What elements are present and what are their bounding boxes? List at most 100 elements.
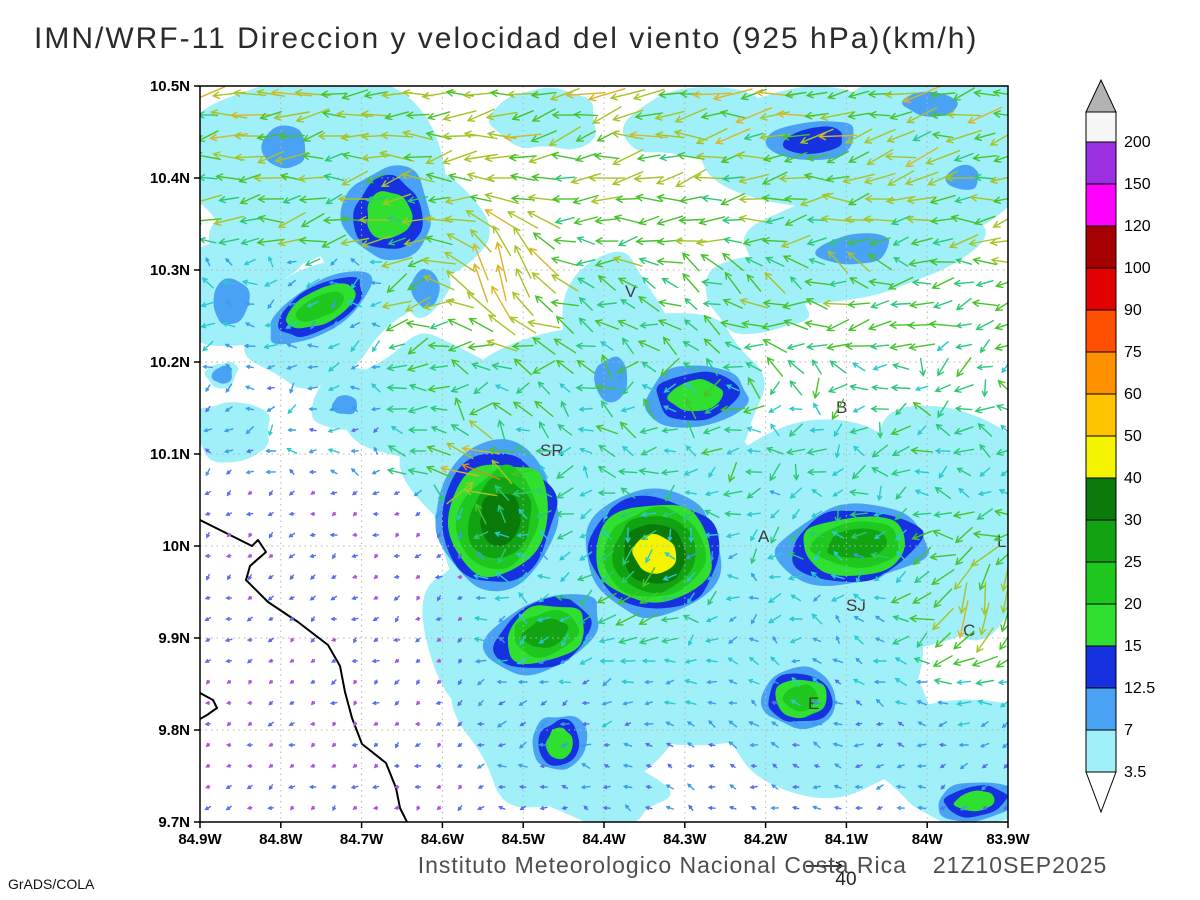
wind-vector — [245, 406, 255, 411]
wind-vector — [601, 720, 612, 728]
wind-vector — [799, 192, 834, 207]
wind-vector — [531, 108, 556, 122]
wind-vector — [657, 299, 682, 307]
wind-vector — [805, 342, 828, 351]
wind-vector — [408, 383, 427, 392]
wind-vector — [341, 170, 369, 186]
wind-vector — [875, 764, 884, 769]
wind-vector — [491, 402, 512, 416]
wind-vector — [495, 263, 507, 302]
wind-vector — [894, 677, 907, 686]
wind-vector — [268, 424, 274, 437]
wind-vector — [812, 637, 822, 643]
wind-vector — [247, 574, 252, 581]
wind-vector — [200, 152, 222, 160]
colorbar-label: 150 — [1124, 176, 1151, 193]
wind-vector — [769, 381, 780, 396]
wind-vector — [205, 637, 211, 642]
wind-vector — [579, 743, 592, 748]
wind-vector — [515, 427, 530, 433]
wind-vector — [897, 721, 904, 727]
wind-vector — [746, 448, 761, 454]
wind-vector — [325, 193, 343, 205]
wind-vector — [999, 700, 1008, 708]
wind-vector — [764, 256, 785, 267]
wind-vector — [446, 233, 474, 249]
wind-vector — [485, 111, 518, 121]
wind-vector — [887, 276, 914, 290]
wind-vector — [811, 488, 823, 497]
wind-vector — [468, 402, 493, 416]
wind-vector — [805, 154, 828, 162]
wind-vector — [682, 273, 700, 293]
wind-vector — [887, 170, 915, 186]
wind-vector — [336, 110, 374, 118]
wind-vector — [205, 384, 211, 393]
wind-vector — [556, 465, 574, 480]
wind-vector — [538, 636, 549, 644]
wind-vector — [853, 616, 864, 622]
wind-vector — [247, 721, 253, 726]
wind-vector — [662, 573, 677, 581]
wind-vector — [290, 637, 295, 643]
wind-vector — [436, 595, 441, 602]
colorbar: 200 150 120 100 90 75 60 50 40 30 25 20 15 12.5 7 3.5 — [1085, 78, 1155, 814]
wind-vector — [871, 444, 888, 458]
colorbar-band — [1085, 141, 1117, 185]
wind-vector — [386, 467, 407, 475]
colorbar-label: 75 — [1124, 344, 1142, 361]
wind-vector — [847, 300, 871, 309]
wind-vector — [684, 490, 697, 495]
wind-vector — [202, 364, 213, 369]
wind-vector — [994, 343, 1008, 351]
wind-vector — [896, 764, 905, 769]
wind-vector — [473, 531, 489, 539]
wind-vector — [869, 343, 890, 350]
wind-vector — [912, 592, 932, 604]
wind-vector — [744, 257, 763, 267]
wind-vector — [890, 384, 911, 392]
wind-vector — [835, 614, 841, 623]
wind-vector — [352, 763, 358, 769]
wind-vector — [581, 701, 590, 706]
wind-vector — [827, 237, 848, 246]
wind-vector — [551, 195, 578, 203]
wind-vector — [384, 111, 410, 121]
wind-vector — [465, 210, 497, 230]
wind-vector — [267, 595, 274, 601]
wind-vector — [456, 763, 463, 768]
wind-vector — [287, 428, 297, 432]
wind-vector — [952, 657, 975, 666]
wind-vector — [562, 700, 568, 707]
wind-vector — [495, 659, 508, 664]
wind-vector — [512, 489, 534, 498]
wind-vector — [770, 741, 779, 748]
wind-vector — [267, 806, 275, 810]
wind-vector — [516, 533, 529, 538]
wind-vector — [663, 658, 676, 663]
x-tick-label: 84.4W — [582, 831, 626, 848]
wind-vector — [288, 553, 296, 559]
wind-vector — [622, 763, 633, 768]
wind-vector — [740, 320, 767, 328]
wind-vector — [205, 784, 211, 789]
colorbar-label: 7 — [1124, 722, 1133, 739]
wind-vector — [310, 637, 316, 643]
wind-vector — [852, 445, 865, 457]
colorbar-band — [1085, 225, 1117, 269]
wind-vector — [785, 448, 806, 456]
wind-vector — [831, 468, 844, 476]
wind-vector — [833, 805, 842, 810]
wind-vector — [622, 701, 634, 706]
wind-vector — [371, 322, 380, 328]
wind-vector — [708, 764, 715, 768]
wind-vector — [914, 385, 929, 392]
wind-vector — [925, 150, 961, 165]
wind-vector — [256, 238, 285, 246]
wind-vector — [539, 551, 548, 560]
wind-vector — [638, 296, 660, 312]
wind-vector — [872, 658, 887, 664]
wind-vector — [938, 465, 948, 479]
wind-vector — [331, 575, 337, 579]
wind-vector — [572, 194, 599, 205]
